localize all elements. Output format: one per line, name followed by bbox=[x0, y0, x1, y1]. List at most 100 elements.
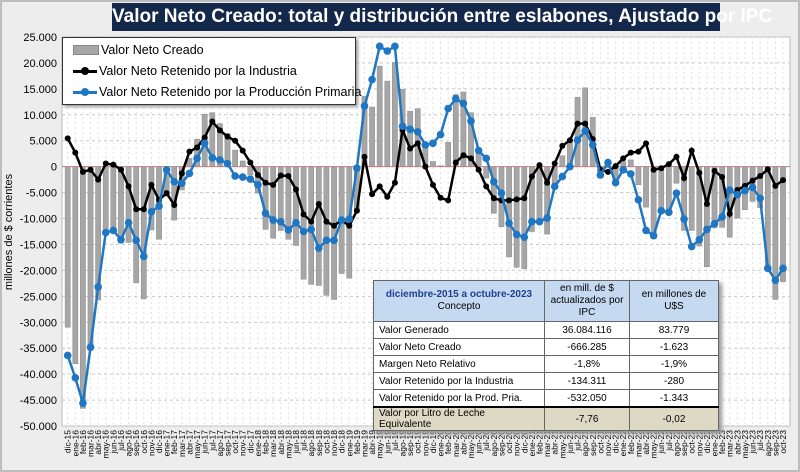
y-tick-label: -45.000 bbox=[20, 395, 57, 407]
legend-item-primaria: Valor Neto Retenido por la Producción Pr… bbox=[73, 82, 361, 102]
bar-valor-neto-creado bbox=[72, 166, 79, 365]
point-primaria bbox=[299, 227, 308, 236]
bar-valor-neto-creado bbox=[483, 166, 490, 179]
x-tick-label: sep-21 bbox=[588, 430, 598, 456]
x-tick-label: dic-16 bbox=[154, 430, 164, 453]
bar-valor-neto-creado bbox=[688, 166, 695, 231]
x-tick-label: may-17 bbox=[192, 430, 202, 459]
point-industria bbox=[604, 168, 611, 175]
point-industria bbox=[559, 142, 566, 149]
x-tick-label: dic-17 bbox=[245, 430, 255, 453]
point-industria bbox=[277, 172, 284, 179]
point-primaria bbox=[231, 172, 239, 180]
x-tick-label: dic-20 bbox=[519, 430, 529, 453]
bar-valor-neto-creado bbox=[559, 155, 566, 167]
point-industria bbox=[612, 163, 619, 170]
bar-valor-neto-creado bbox=[513, 166, 520, 268]
point-primaria bbox=[588, 141, 597, 149]
header-concepto: diciembre-2015 a octubre-2023 Concepto bbox=[373, 280, 545, 322]
row-label: Valor Neto Creado bbox=[373, 338, 545, 356]
x-tick-label: abr-23 bbox=[732, 430, 742, 455]
x-tick-label: nov-16 bbox=[146, 430, 156, 456]
point-primaria bbox=[109, 226, 118, 235]
point-industria bbox=[536, 162, 543, 169]
point-primaria bbox=[193, 154, 201, 163]
point-industria bbox=[429, 181, 436, 188]
bar-valor-neto-creado bbox=[673, 166, 680, 184]
point-primaria bbox=[725, 186, 734, 194]
x-tick-label: sep-22 bbox=[679, 430, 689, 456]
point-industria bbox=[475, 166, 482, 173]
x-tick-label: jun-21 bbox=[565, 430, 575, 455]
x-tick-label: dic-21 bbox=[611, 430, 621, 453]
point-primaria bbox=[375, 42, 384, 51]
bar-valor-neto-creado bbox=[110, 166, 117, 229]
point-primaria bbox=[406, 125, 414, 134]
bar-valor-neto-creado bbox=[87, 166, 94, 351]
table-row: Valor Neto Creado -666.285 -1.623 bbox=[373, 338, 719, 356]
x-tick-label: feb-16 bbox=[78, 430, 88, 454]
x-tick-label: oct-23 bbox=[778, 430, 788, 454]
point-industria bbox=[726, 210, 733, 217]
x-tick-label: mar-17 bbox=[177, 430, 187, 457]
legend: Valor Neto Creado Valor Neto Retenido po… bbox=[62, 37, 361, 105]
line-marker-icon bbox=[73, 66, 97, 75]
row-value: -1,8% bbox=[544, 355, 630, 373]
bar-valor-neto-creado bbox=[102, 166, 109, 230]
point-industria bbox=[186, 148, 193, 155]
bar-valor-neto-creado bbox=[270, 166, 277, 239]
point-primaria bbox=[543, 214, 551, 222]
point-industria bbox=[483, 183, 490, 190]
point-industria bbox=[490, 195, 497, 202]
point-industria bbox=[544, 179, 551, 186]
point-industria bbox=[566, 137, 573, 144]
point-primaria bbox=[322, 236, 331, 245]
row-value: -1,9% bbox=[629, 355, 719, 373]
point-primaria bbox=[512, 230, 521, 239]
x-tick-label: nov-18 bbox=[329, 430, 339, 456]
point-primaria bbox=[748, 183, 757, 192]
row-value: -532.050 bbox=[544, 389, 630, 408]
point-industria bbox=[64, 135, 71, 142]
bar-valor-neto-creado bbox=[133, 166, 140, 284]
point-primaria bbox=[383, 47, 392, 55]
point-industria bbox=[681, 175, 688, 182]
x-tick-label: dic-15 bbox=[63, 430, 73, 453]
point-industria bbox=[422, 163, 429, 170]
bar-valor-neto-creado bbox=[620, 161, 627, 167]
x-tick-label: jun-16 bbox=[108, 430, 118, 455]
bar-valor-neto-creado bbox=[239, 160, 246, 167]
row-value: -1.343 bbox=[629, 389, 719, 408]
point-industria bbox=[643, 140, 650, 147]
table-row: Valor Retenido por la Industria -134.311-… bbox=[373, 372, 719, 390]
x-tick-label: abr-18 bbox=[276, 430, 286, 455]
point-primaria bbox=[269, 216, 277, 224]
point-primaria bbox=[505, 219, 513, 228]
x-tick-label: feb-20 bbox=[443, 430, 453, 454]
point-primaria bbox=[292, 218, 300, 227]
x-tick-label: mar-16 bbox=[86, 430, 96, 457]
x-tick-label: jun-17 bbox=[200, 430, 210, 455]
x-tick-label: jul-17 bbox=[207, 430, 217, 452]
point-primaria bbox=[611, 178, 620, 187]
point-primaria bbox=[216, 156, 224, 164]
point-primaria bbox=[642, 226, 650, 235]
point-primaria bbox=[429, 139, 437, 148]
row-value: -666.285 bbox=[544, 338, 630, 356]
point-primaria bbox=[132, 236, 140, 245]
point-industria bbox=[148, 181, 155, 188]
bar-valor-neto-creado bbox=[247, 166, 254, 176]
point-primaria bbox=[695, 235, 704, 244]
point-primaria bbox=[444, 104, 452, 113]
y-tick-label: 20.000 bbox=[23, 58, 57, 70]
legend-label: Valor Neto Retenido por la Industria bbox=[99, 64, 297, 78]
bar-swatch-icon bbox=[73, 45, 99, 55]
point-primaria bbox=[185, 169, 194, 178]
point-primaria bbox=[535, 217, 544, 226]
x-tick-label: abr-21 bbox=[550, 430, 560, 455]
x-tick-label: ene-19 bbox=[344, 430, 354, 457]
bar-valor-neto-creado bbox=[315, 166, 322, 286]
point-industria bbox=[163, 190, 170, 197]
point-primaria bbox=[398, 122, 407, 131]
point-primaria bbox=[315, 244, 323, 252]
